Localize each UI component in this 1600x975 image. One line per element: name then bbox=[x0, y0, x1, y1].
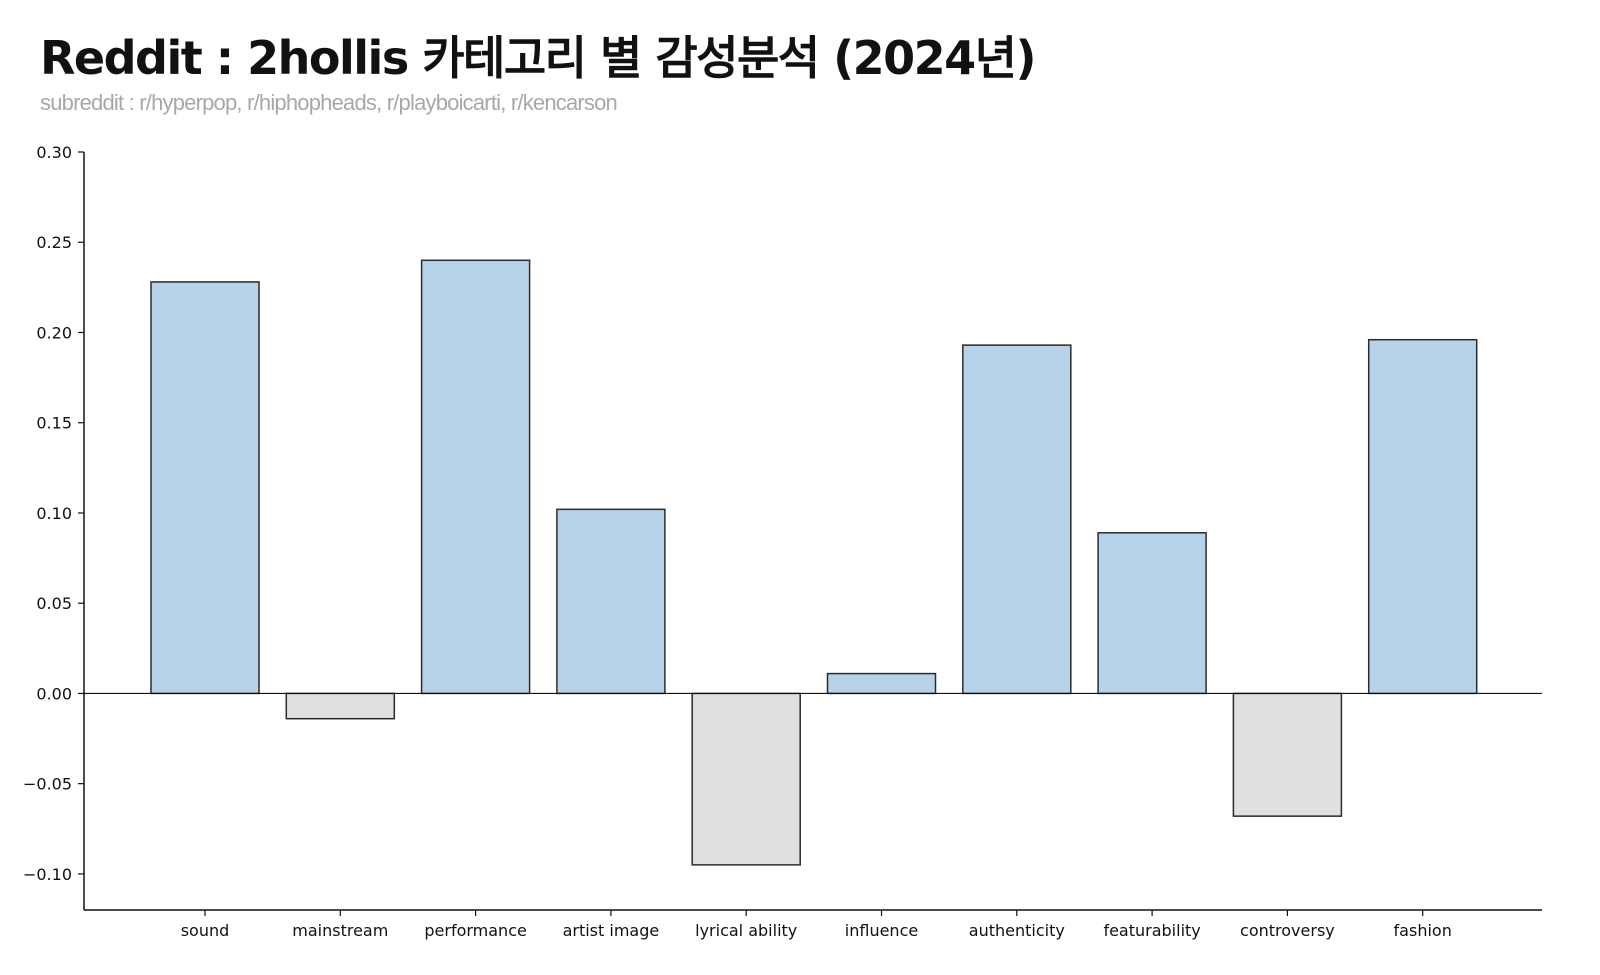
x-tick-label: fashion bbox=[1394, 921, 1452, 940]
bar-mainstream bbox=[285, 692, 396, 720]
chart-title: Reddit : 2hollis 카테고리 별 감성분석 (2024년) bbox=[40, 31, 1037, 85]
y-tick-label: 0.20 bbox=[36, 323, 72, 342]
bar-featurability bbox=[1097, 532, 1207, 695]
x-axis: sound mainstream performance artist image ly… bbox=[84, 909, 1542, 940]
chart-subtitle: subreddit : r/hyperpop, r/hiphopheads, r… bbox=[40, 90, 618, 115]
x-tick-label: authenticity bbox=[969, 921, 1065, 940]
x-tick-label: influence bbox=[845, 921, 918, 940]
y-tick-label: 0.00 bbox=[36, 684, 72, 703]
bar-performance bbox=[420, 259, 531, 695]
bar-lyrical-ability bbox=[691, 692, 801, 866]
bars-group bbox=[84, 259, 1542, 866]
x-tick-label: lyrical ability bbox=[695, 921, 797, 940]
y-tick-label: 0.15 bbox=[36, 414, 72, 433]
bar-fashion bbox=[1367, 338, 1478, 695]
x-tick-label: performance bbox=[424, 921, 526, 940]
bar-artist-image bbox=[556, 508, 666, 695]
x-tick-label: mainstream bbox=[292, 921, 388, 940]
y-tick-label: −0.10 bbox=[23, 865, 72, 884]
y-tick-label: 0.10 bbox=[36, 504, 72, 523]
y-tick-label: −0.05 bbox=[23, 775, 72, 794]
bar-controversy bbox=[1232, 692, 1343, 817]
y-tick-label: 0.30 bbox=[36, 143, 72, 162]
x-tick-label: sound bbox=[181, 921, 230, 940]
y-axis: −0.10 −0.05 0.00 0.05 0.10 0.15 0.20 0.25 0.30 bbox=[23, 143, 85, 910]
y-tick-label: 0.05 bbox=[36, 594, 72, 613]
x-tick-label: featurability bbox=[1103, 921, 1200, 940]
x-tick-label: artist image bbox=[563, 921, 660, 940]
bar-authenticity bbox=[962, 344, 1072, 695]
bar-sound bbox=[150, 281, 260, 695]
y-tick-label: 0.25 bbox=[36, 233, 72, 252]
bar-influence bbox=[826, 672, 937, 695]
x-tick-label: controversy bbox=[1240, 921, 1335, 940]
